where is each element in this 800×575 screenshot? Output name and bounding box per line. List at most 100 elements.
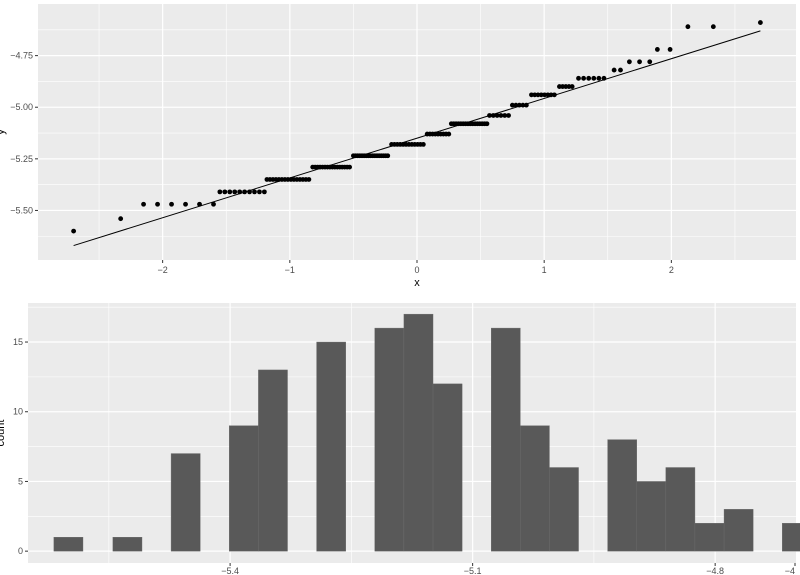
qq-point <box>169 201 174 207</box>
qq-point <box>197 201 202 207</box>
histogram-x-tick-label: −5.1 <box>464 566 482 575</box>
qq-point <box>586 75 592 81</box>
qq-point <box>710 24 716 30</box>
qq-point <box>520 102 526 108</box>
qq-point <box>227 189 233 195</box>
histogram: −5.4 −5.1 −4.8 −4 0 5 10 15 count <box>0 303 800 575</box>
histogram-bar <box>782 523 800 552</box>
histogram-x-tick-label: −4 <box>785 566 795 575</box>
qq-point <box>222 189 228 195</box>
qq-point <box>506 113 511 118</box>
histogram-bar <box>432 383 463 552</box>
qq-x-tick-label: 1 <box>542 265 547 275</box>
qq-y-axis-label: y <box>0 129 7 135</box>
qq-point <box>71 228 77 234</box>
qq-point <box>569 84 575 89</box>
histogram-bar <box>170 453 201 552</box>
qq-point <box>685 24 691 30</box>
histogram-bar <box>229 425 259 552</box>
qq-point <box>502 113 508 118</box>
qq-x-tick-label: −1 <box>285 265 295 275</box>
qq-plot: −2 −1 0 1 2 −5.50 −5.25 −5.00 −4.75 x y <box>0 4 796 289</box>
histogram-y-tick-label: 5 <box>18 476 23 486</box>
qq-point <box>306 177 312 182</box>
histogram-bar <box>491 327 521 552</box>
qq-y-tick-label: −4.75 <box>10 51 33 61</box>
histogram-bar <box>403 313 434 552</box>
qq-x-tick-label: 2 <box>669 265 674 275</box>
histogram-bar <box>694 523 725 552</box>
histogram-bar <box>607 439 637 552</box>
qq-x-tick-label: −2 <box>158 265 168 275</box>
qq-point <box>490 113 496 118</box>
histogram-x-tick-label: −5.4 <box>221 566 239 575</box>
qq-point <box>581 75 587 81</box>
histogram-y-axis-label: count <box>0 420 7 447</box>
qq-point <box>242 189 247 195</box>
histogram-x-tick-label: −4.8 <box>706 566 724 575</box>
qq-point <box>446 131 452 137</box>
qq-y-ticks: −5.50 −5.25 −5.00 −4.75 <box>10 51 38 215</box>
histogram-bar <box>636 481 667 552</box>
qq-point <box>247 189 252 195</box>
qq-plot-gridlines <box>38 4 796 260</box>
histogram-bar <box>112 537 143 552</box>
histogram-bar <box>374 327 405 552</box>
qq-point <box>155 201 160 207</box>
qq-point <box>576 75 581 81</box>
qq-point <box>498 113 504 118</box>
qq-point <box>252 189 257 195</box>
qq-point <box>237 189 243 195</box>
qq-point <box>211 201 216 207</box>
histogram-bar <box>665 467 696 552</box>
qq-x-tick-label: 0 <box>414 265 419 275</box>
qq-point <box>141 201 146 207</box>
qq-y-tick-label: −5.50 <box>10 205 33 215</box>
qq-point <box>385 153 391 159</box>
histogram-bar <box>549 467 579 552</box>
histogram-x-ticks: −5.4 −5.1 −4.8 −4 <box>221 563 796 575</box>
qq-point <box>523 102 529 108</box>
qq-point <box>618 67 623 73</box>
qq-point <box>601 75 607 81</box>
qq-point <box>183 201 188 207</box>
qq-point <box>487 113 492 118</box>
histogram-y-tick-label: 15 <box>13 337 23 347</box>
histogram-bar <box>258 369 288 552</box>
qq-point <box>494 113 500 118</box>
qq-point <box>261 189 267 195</box>
qq-point <box>551 92 557 98</box>
qq-reference-line <box>73 30 761 247</box>
qq-point <box>232 189 238 195</box>
qq-point <box>257 189 262 195</box>
qq-point <box>509 102 515 108</box>
qq-y-tick-label: −5.00 <box>10 102 33 112</box>
qq-point <box>667 47 673 52</box>
qq-point <box>217 189 223 195</box>
qq-point <box>647 59 653 65</box>
qq-point <box>654 47 660 52</box>
qq-point <box>611 67 617 73</box>
histogram-bar <box>53 537 84 552</box>
qq-point <box>347 164 352 170</box>
histogram-bar <box>316 341 346 552</box>
histogram-y-tick-label: 0 <box>18 546 23 556</box>
qq-point <box>626 59 632 65</box>
histogram-y-tick-label: 10 <box>13 407 23 417</box>
qq-point <box>513 102 519 108</box>
qq-point <box>420 141 426 147</box>
histogram-bar <box>723 509 754 552</box>
qq-point <box>637 59 642 65</box>
qq-point <box>516 102 522 108</box>
qq-point <box>757 20 763 25</box>
qq-points <box>71 20 763 234</box>
qq-x-ticks: −2 −1 0 1 2 <box>158 260 674 275</box>
qq-point <box>596 75 602 81</box>
histogram-bar <box>520 425 550 552</box>
qq-point <box>118 216 124 222</box>
histogram-bars <box>53 313 800 552</box>
qq-x-axis-label: x <box>414 277 420 289</box>
qq-point <box>591 75 597 81</box>
histogram-y-ticks: 0 5 10 15 <box>13 337 28 556</box>
